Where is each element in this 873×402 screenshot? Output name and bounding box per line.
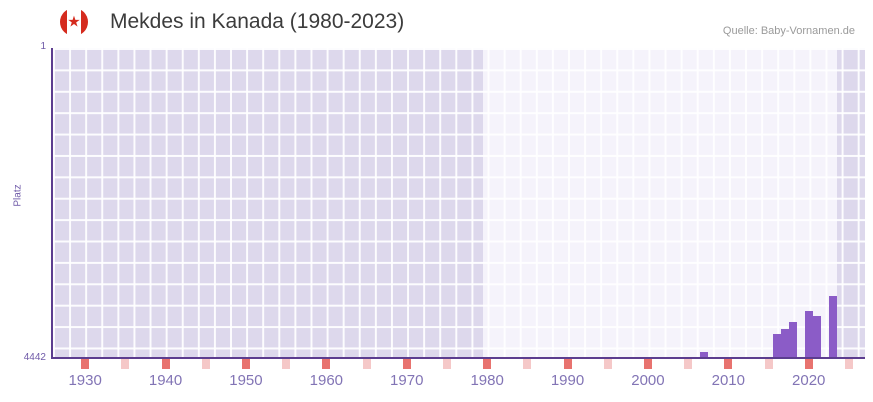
x-tick-2005 (684, 359, 693, 369)
y-axis-top-tick-label: 1 (40, 41, 46, 52)
x-tick-label-2000: 2000 (631, 372, 665, 389)
page-title: Mekdes in Kanada (1980-2023) (110, 10, 405, 33)
x-axis-tick-strip (53, 359, 865, 369)
x-tick-label-1980: 1980 (470, 372, 504, 389)
plot-gridlines (53, 48, 865, 358)
bar-2017[interactable] (780, 329, 789, 358)
chart-header: ★ Mekdes in Kanada (1980-2023) Quelle: B… (0, 0, 873, 44)
x-tick-1965 (362, 359, 371, 369)
plot-area (53, 48, 865, 358)
x-tick-1980 (483, 359, 492, 369)
x-tick-1985 (523, 359, 532, 369)
flag-left-band (60, 8, 67, 36)
x-tick-1975 (442, 359, 451, 369)
x-tick-2000 (643, 359, 652, 369)
x-tick-label-1950: 1950 (229, 372, 263, 389)
x-tick-label-1930: 1930 (68, 372, 102, 389)
x-tick-2015 (764, 359, 773, 369)
x-tick-1940 (161, 359, 170, 369)
bar-2021[interactable] (812, 316, 821, 358)
x-tick-1970 (402, 359, 411, 369)
x-tick-label-1940: 1940 (148, 372, 183, 389)
maple-leaf-icon: ★ (67, 13, 81, 31)
bar-2023[interactable] (828, 296, 837, 358)
x-tick-1960 (322, 359, 331, 369)
flag-right-band (81, 8, 88, 36)
canada-flag-icon: ★ (60, 8, 88, 36)
y-axis-title: Platz (12, 184, 24, 207)
source-attribution: Quelle: Baby-Vornamen.de (722, 25, 855, 37)
x-tick-1945 (201, 359, 210, 369)
bar-2016[interactable] (772, 334, 781, 358)
x-tick-1990 (563, 359, 572, 369)
x-tick-label-1990: 1990 (550, 372, 585, 389)
x-tick-1950 (241, 359, 250, 369)
x-tick-label-2020: 2020 (792, 372, 826, 389)
x-tick-label-2010: 2010 (711, 372, 745, 389)
x-tick-2010 (724, 359, 733, 369)
x-tick-1935 (121, 359, 130, 369)
bar-2020[interactable] (804, 311, 813, 358)
x-axis-tick-labels: 1930 1940 1950 1960 1970 1980 1990 2000 2010 2020 (0, 372, 873, 396)
y-axis-bottom-tick-label: 4442 (23, 352, 46, 363)
bar-2018[interactable] (788, 322, 797, 358)
x-tick-1930 (81, 359, 90, 369)
bar-2007[interactable] (700, 352, 709, 358)
y-axis-line (51, 48, 53, 359)
x-tick-2020 (804, 359, 813, 369)
x-tick-2025 (844, 359, 853, 369)
x-tick-1955 (282, 359, 291, 369)
x-axis-line (53, 357, 865, 359)
x-tick-1995 (603, 359, 612, 369)
x-tick-label-1970: 1970 (390, 372, 424, 389)
x-tick-label-1960: 1960 (309, 372, 344, 389)
